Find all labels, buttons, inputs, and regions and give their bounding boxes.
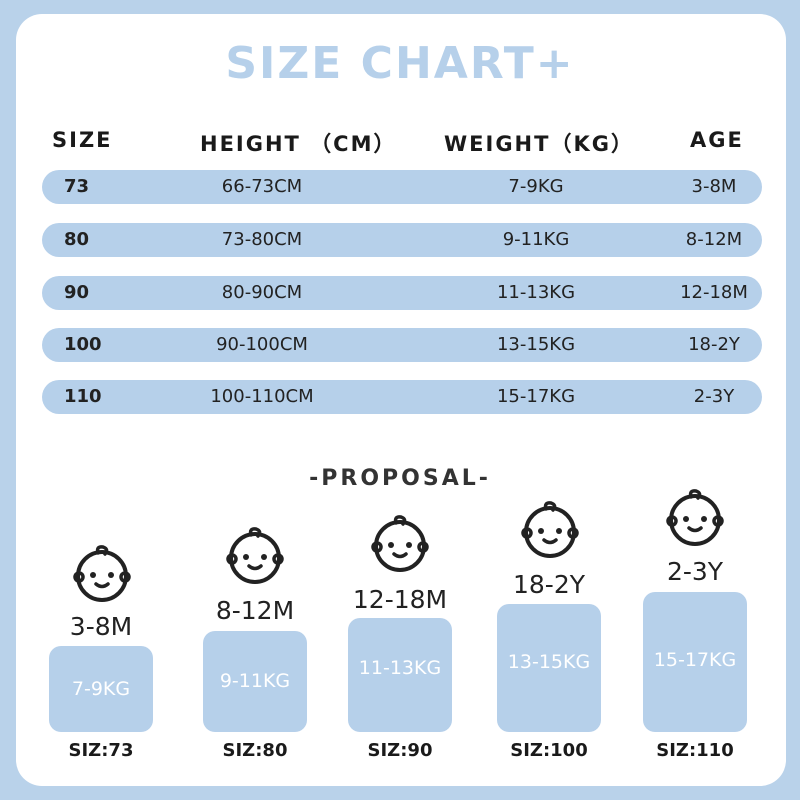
- proposal-weight-box: 11-13KG: [348, 618, 452, 732]
- header-weight: WEIGHT（KG）: [444, 132, 634, 156]
- proposal-size: SIZ:100: [510, 740, 588, 761]
- baby-face-icon: [73, 545, 131, 602]
- row-age: 8-12M: [685, 229, 743, 250]
- row-size: 110: [64, 386, 102, 407]
- proposal-size: SIZ:73: [68, 740, 134, 761]
- proposal-heading: -PROPOSAL-: [309, 466, 491, 491]
- row-weight: 15-17KG: [496, 386, 576, 407]
- baby-face-icon: [666, 489, 724, 546]
- row-weight: 7-9KG: [508, 176, 564, 197]
- proposal-weight-box: 13-15KG: [497, 604, 601, 732]
- row-height: 100-110CM: [210, 386, 314, 407]
- row-size: 80: [64, 229, 90, 250]
- table-row: 100 90-100CM 13-15KG 18-2Y: [42, 328, 762, 362]
- baby-face-icon: [371, 515, 429, 572]
- proposal-size: SIZ:90: [367, 740, 433, 761]
- row-height: 66-73CM: [221, 176, 303, 197]
- row-height: 73-80CM: [221, 229, 303, 250]
- proposal-age: 3-8M: [69, 612, 133, 641]
- table-row: 90 80-90CM 11-13KG 12-18M: [42, 276, 762, 310]
- row-size: 100: [64, 334, 102, 355]
- proposal-weight-box: 15-17KG: [643, 592, 747, 732]
- row-weight: 13-15KG: [496, 334, 576, 355]
- proposal-age: 2-3Y: [666, 557, 724, 586]
- row-age: 18-2Y: [688, 334, 740, 355]
- header-size: SIZE: [52, 128, 113, 152]
- baby-face-icon: [226, 527, 284, 584]
- row-weight: 9-11KG: [502, 229, 570, 250]
- proposal-weight-box: 7-9KG: [49, 646, 153, 732]
- table-row: 110 100-110CM 15-17KG 2-3Y: [42, 380, 762, 414]
- proposal-age: 8-12M: [215, 596, 295, 625]
- row-height: 90-100CM: [216, 334, 308, 355]
- baby-face-icon: [521, 501, 579, 558]
- row-age: 2-3Y: [693, 386, 735, 407]
- proposal-age: 12-18M: [352, 585, 448, 614]
- row-age: 3-8M: [691, 176, 737, 197]
- table-row: 73 66-73CM 7-9KG 3-8M: [42, 170, 762, 204]
- proposal-size: SIZ:80: [222, 740, 288, 761]
- row-weight: 11-13KG: [496, 282, 576, 303]
- row-age: 12-18M: [680, 282, 748, 303]
- row-size: 73: [64, 176, 90, 197]
- proposal-size: SIZ:110: [656, 740, 734, 761]
- row-height: 80-90CM: [221, 282, 303, 303]
- table-row: 80 73-80CM 9-11KG 8-12M: [42, 223, 762, 257]
- header-age: AGE: [690, 128, 744, 152]
- page-title: SIZE CHART+: [225, 38, 575, 89]
- header-height: HEIGHT （CM）: [200, 132, 397, 156]
- proposal-age: 18-2Y: [512, 570, 585, 599]
- row-size: 90: [64, 282, 90, 303]
- proposal-weight-box: 9-11KG: [203, 631, 307, 732]
